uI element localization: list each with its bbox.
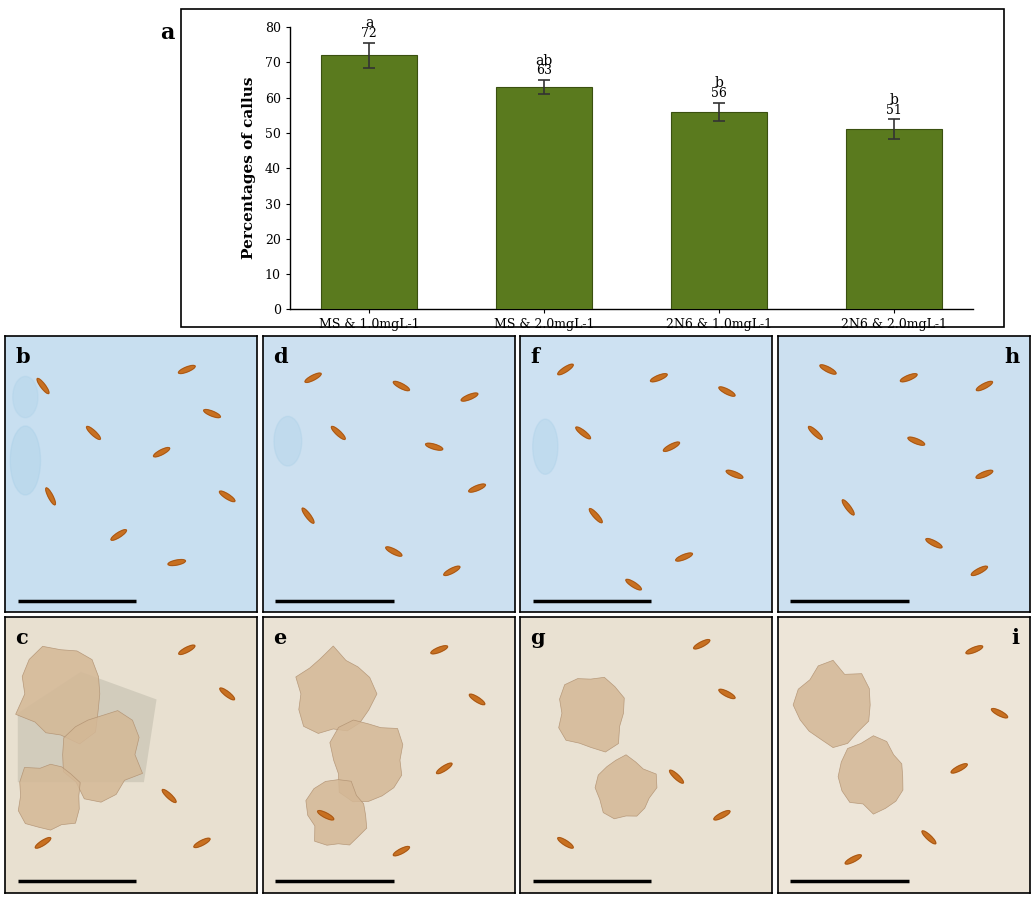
Bar: [671, 112, 767, 309]
Ellipse shape: [719, 387, 735, 396]
Ellipse shape: [219, 491, 235, 501]
Ellipse shape: [302, 508, 314, 523]
Ellipse shape: [274, 416, 302, 466]
Ellipse shape: [168, 560, 185, 565]
Ellipse shape: [425, 443, 443, 450]
Ellipse shape: [444, 566, 460, 576]
Ellipse shape: [558, 838, 573, 849]
Ellipse shape: [575, 427, 591, 439]
Ellipse shape: [693, 640, 710, 649]
Ellipse shape: [437, 763, 452, 774]
Ellipse shape: [846, 855, 861, 864]
Ellipse shape: [951, 763, 968, 773]
Text: d: d: [272, 347, 288, 368]
Ellipse shape: [318, 811, 333, 820]
Ellipse shape: [992, 709, 1008, 718]
Text: 72: 72: [361, 27, 377, 40]
Ellipse shape: [589, 509, 602, 523]
Ellipse shape: [719, 689, 735, 699]
Ellipse shape: [626, 579, 642, 590]
Polygon shape: [793, 660, 870, 747]
Ellipse shape: [900, 374, 917, 382]
Ellipse shape: [469, 484, 485, 492]
Ellipse shape: [35, 838, 51, 849]
Text: h: h: [1005, 347, 1019, 368]
Text: ab: ab: [535, 54, 553, 67]
X-axis label: Media with 2,4-D: Media with 2,4-D: [558, 337, 705, 351]
Text: 63: 63: [536, 64, 552, 77]
Ellipse shape: [808, 426, 822, 440]
Text: i: i: [1012, 628, 1019, 648]
Ellipse shape: [908, 437, 924, 445]
Polygon shape: [19, 764, 80, 830]
Ellipse shape: [393, 381, 410, 391]
Polygon shape: [595, 754, 657, 819]
Ellipse shape: [153, 448, 170, 457]
Ellipse shape: [386, 547, 402, 556]
Ellipse shape: [926, 538, 942, 548]
Bar: [496, 87, 592, 309]
Ellipse shape: [670, 771, 683, 783]
Text: a: a: [364, 16, 374, 30]
Ellipse shape: [204, 410, 220, 418]
Ellipse shape: [111, 530, 126, 540]
Ellipse shape: [10, 426, 40, 495]
Ellipse shape: [469, 694, 484, 705]
Polygon shape: [16, 647, 99, 744]
Ellipse shape: [305, 373, 321, 382]
Ellipse shape: [219, 688, 235, 700]
Polygon shape: [306, 779, 366, 845]
Ellipse shape: [162, 789, 176, 803]
Polygon shape: [18, 672, 156, 782]
Ellipse shape: [727, 470, 743, 478]
Ellipse shape: [87, 426, 100, 440]
Ellipse shape: [976, 381, 993, 391]
Ellipse shape: [651, 374, 668, 382]
Text: g: g: [530, 628, 544, 648]
Ellipse shape: [194, 838, 210, 848]
Polygon shape: [559, 677, 624, 752]
Ellipse shape: [966, 646, 982, 654]
Ellipse shape: [331, 426, 346, 440]
Ellipse shape: [663, 442, 680, 451]
Text: f: f: [530, 347, 539, 368]
Ellipse shape: [922, 831, 936, 844]
Ellipse shape: [462, 393, 478, 401]
Polygon shape: [330, 720, 403, 802]
Bar: [321, 56, 417, 309]
Ellipse shape: [533, 419, 558, 475]
Polygon shape: [296, 646, 377, 734]
Text: b: b: [889, 93, 898, 107]
Ellipse shape: [842, 500, 854, 515]
Ellipse shape: [676, 553, 692, 562]
Polygon shape: [838, 736, 903, 814]
Ellipse shape: [820, 365, 836, 374]
Ellipse shape: [431, 646, 447, 654]
Ellipse shape: [393, 847, 410, 856]
Text: 56: 56: [711, 87, 727, 100]
Ellipse shape: [558, 364, 573, 375]
Ellipse shape: [12, 377, 38, 418]
Y-axis label: Percentages of callus: Percentages of callus: [242, 77, 257, 259]
Text: e: e: [272, 628, 286, 648]
Ellipse shape: [714, 811, 730, 820]
Text: b: b: [16, 347, 30, 368]
Bar: [846, 129, 942, 309]
Text: a: a: [160, 22, 175, 45]
Ellipse shape: [971, 566, 987, 576]
Text: 51: 51: [886, 104, 901, 117]
Polygon shape: [63, 710, 143, 802]
Ellipse shape: [37, 379, 49, 394]
Ellipse shape: [976, 470, 993, 478]
Text: c: c: [16, 628, 28, 648]
Ellipse shape: [46, 488, 56, 505]
Text: b: b: [714, 76, 723, 91]
Ellipse shape: [178, 365, 196, 373]
Ellipse shape: [179, 645, 195, 655]
